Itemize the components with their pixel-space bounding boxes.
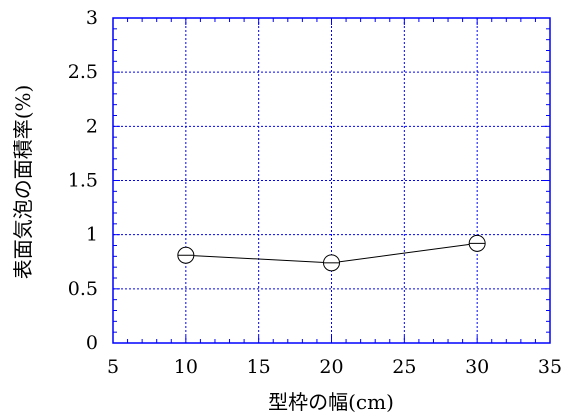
- y-tick-label: 0: [86, 332, 98, 354]
- grid: [113, 18, 550, 343]
- y-tick-labels: 0 0.5 1 1.5 2 2.5 3: [68, 7, 98, 354]
- y-tick-label: 2: [86, 115, 98, 137]
- y-tick-label: 1.5: [68, 170, 98, 192]
- y-tick-label: 3: [86, 7, 98, 29]
- x-tick-label: 5: [107, 356, 119, 378]
- x-tick-label: 20: [319, 356, 343, 378]
- x-tick-label: 25: [392, 356, 416, 378]
- x-tick-label: 10: [174, 356, 198, 378]
- tick-marks: [112, 17, 551, 344]
- x-axis-title: 型枠の幅(cm): [268, 390, 394, 414]
- series: [177, 234, 486, 272]
- x-tick-label: 35: [538, 356, 562, 378]
- y-tick-label: 0.5: [68, 278, 98, 300]
- x-tick-labels: 5 10 15 20 25 30 35: [107, 356, 562, 378]
- y-axis-title: 表面気泡の面積率(%): [11, 85, 35, 280]
- x-tick-label: 30: [465, 356, 489, 378]
- y-tick-label: 2.5: [68, 61, 98, 83]
- x-tick-label: 15: [247, 356, 271, 378]
- y-tick-label: 1: [86, 224, 98, 246]
